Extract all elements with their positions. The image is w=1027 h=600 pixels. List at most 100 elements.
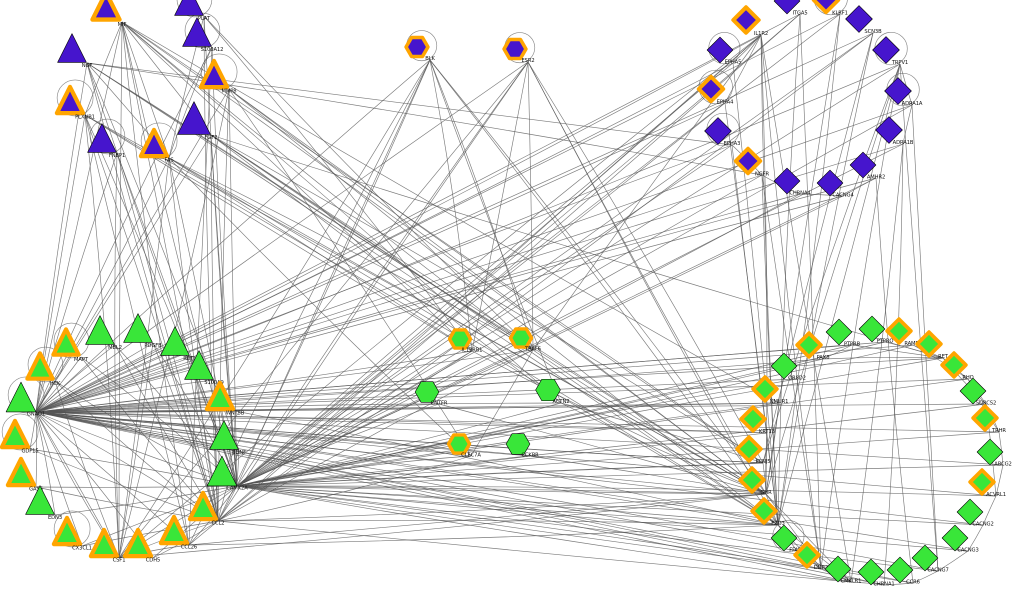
edge [982,495,997,526]
edge [35,380,56,413]
edge [35,411,984,526]
node-epha5[interactable]: EPHA5 [706,36,747,77]
diamond-node-shape [959,377,986,404]
node-itga5[interactable]: ITGA5 [773,0,814,28]
edge [121,21,190,546]
node-amhr2[interactable]: AMHR2 [849,151,890,192]
edge [438,403,767,495]
edge [35,177,877,413]
node-label: CCL26 [180,544,198,551]
node-cntfr[interactable]: CNTFR [414,380,452,417]
node-cdh5[interactable]: CDH5 [122,527,169,574]
node-acvrl1[interactable]: ACVRL1 [968,468,1010,510]
edge [236,378,969,487]
edge [35,411,852,583]
edge [236,144,733,487]
node-blk[interactable]: BLK [404,35,443,73]
self-loop-edge [176,0,213,18]
edge [210,134,562,404]
node-esr2[interactable]: ESR2 [502,37,541,75]
node-cacng2[interactable]: CACNG2 [956,498,997,539]
edge [724,34,762,104]
edge [765,493,822,570]
node-chrna4[interactable]: CHRNA4 [773,167,814,208]
node-ccl2[interactable]: CCL2 [187,490,234,537]
self-loop-edge [56,79,94,117]
diamond-node-shape [816,169,843,196]
node-label: CSF1 [112,557,126,564]
edge [35,411,997,497]
diamond-node-shape [824,555,851,582]
node-epha4[interactable]: EPHA4 [696,74,740,118]
edge [560,402,764,464]
edge [765,402,780,495]
edge [35,411,1000,433]
node-il12rb1[interactable]: IL12RB1 [447,327,485,364]
edge [118,493,767,559]
node-trpv1[interactable]: TRPV1 [872,36,914,78]
node-cacng3[interactable]: CACNG3 [941,524,982,565]
node-label: CDH5 [145,557,161,564]
edge [731,144,779,526]
node-mif[interactable]: MIF [90,0,138,38]
node-actn2[interactable]: ACTN2 [535,378,574,416]
node-nmur1[interactable]: NMUR1 [751,375,793,417]
node-hck[interactable]: HCK [25,351,70,396]
diamond-node-shape [971,404,999,432]
edge [777,13,841,526]
edge [118,59,431,559]
node-cacng4[interactable]: CACNG4 [816,169,857,210]
node-adra1b[interactable]: ADRA1B [875,116,917,158]
node-fas[interactable]: FAS [138,127,185,174]
diamond-node-shape [751,375,779,403]
edge [210,134,534,351]
edge [937,550,969,572]
edge [236,357,944,487]
edge [168,157,534,351]
triangle-node-shape [209,420,239,450]
node-clec7a[interactable]: CLEC7A [446,432,484,469]
node-ccr6[interactable]: CCR6 [886,556,927,597]
node-label: MBL2 [108,344,122,351]
edge [35,411,764,464]
node-label: GDF15 [21,448,39,455]
diamond-node-shape [811,0,840,14]
node-traf6[interactable]: TRAF6 [508,326,546,363]
edge [35,402,780,413]
node-camk2a[interactable]: CAMK2A [206,455,253,502]
node-mapt[interactable]: MAPT [51,327,96,372]
node-label: HCK [49,380,61,387]
node-cacng7[interactable]: CACNG7 [911,544,952,585]
edge [236,63,901,487]
triangle-node-shape [5,381,36,412]
edge [236,13,801,487]
node-cckbr[interactable]: CCKBR [505,432,543,469]
node-label: CAMK2A [226,485,248,492]
diamond-node-shape [738,466,766,494]
node-fgf2[interactable]: FGF2 [177,101,228,152]
node-mmp8[interactable]: MMP8 [198,58,245,105]
triangle-node-shape [122,527,153,558]
edge [732,34,762,64]
node-ccl26[interactable]: CCL26 [158,514,205,561]
node-ngf[interactable]: NGF [57,33,102,78]
diamond-node-shape [968,468,996,496]
edge [527,61,534,351]
triangle-node-shape [51,327,81,357]
edge [967,524,984,552]
edge [236,32,874,487]
edge [35,402,562,413]
edge [35,355,191,413]
node-fnbp1[interactable]: FNBP1 [87,123,132,168]
edge [217,350,473,522]
edge [236,59,431,487]
triangle-node-shape [0,418,30,449]
edge [35,344,914,413]
edge [217,61,529,522]
node-adra1a[interactable]: ADRA1A [884,77,926,119]
node-pax8[interactable]: PAX8 [795,331,837,373]
node-il1r2[interactable]: IL1R2 [731,5,776,50]
edge [35,174,763,413]
